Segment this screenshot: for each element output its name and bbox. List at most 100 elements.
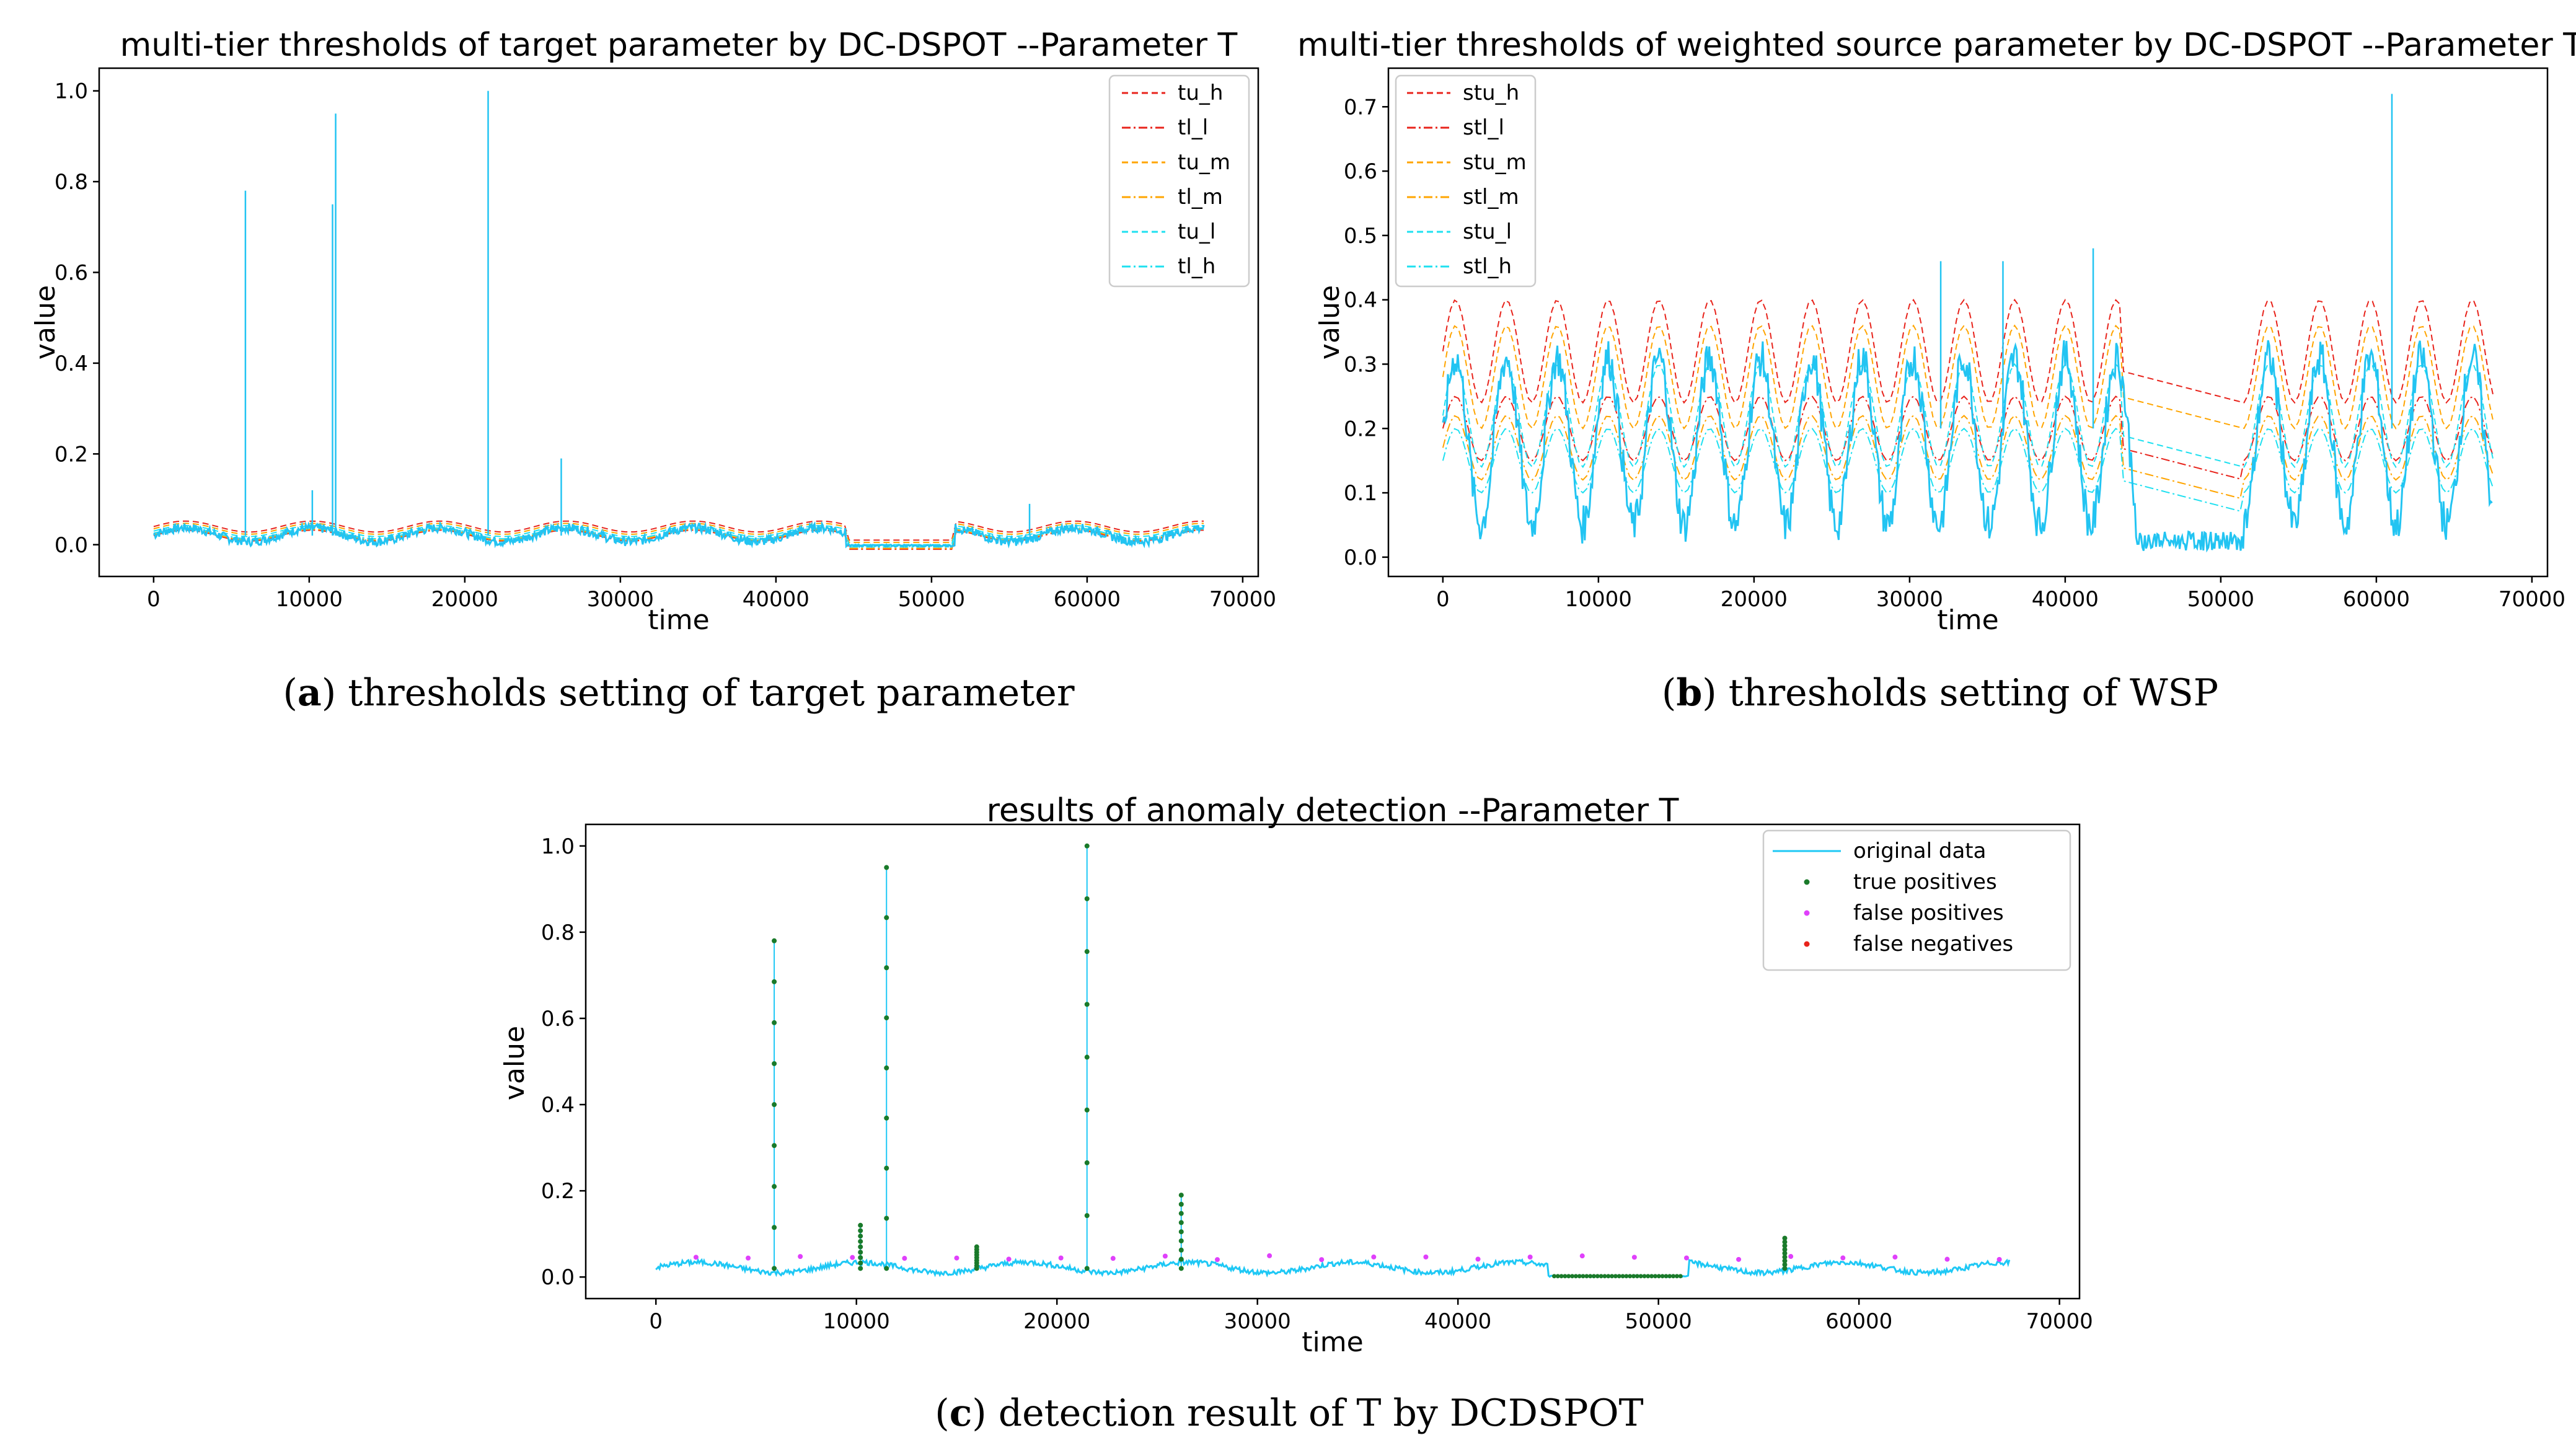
y-tick-label: 0.4: [1344, 288, 1377, 313]
threshold-line-stu_h: [1442, 298, 2494, 404]
panel-b-x-ticks: 0 10000 20000 30000 40000 50000 60000 70000: [1436, 576, 2565, 612]
x-tick-label: 60000: [1054, 587, 1121, 612]
false-positive-point: [1840, 1255, 1846, 1261]
y-tick-label: 0.1: [1344, 481, 1377, 506]
false-positive-point: [798, 1254, 803, 1260]
true-positive-point: [1782, 1247, 1788, 1252]
true-positive-point: [858, 1244, 863, 1250]
x-tick-label: 50000: [898, 587, 965, 612]
true-positive-point: [1577, 1274, 1582, 1279]
legend-entry: false positives: [1853, 901, 2004, 925]
threshold-line-tu_m: [153, 523, 1204, 544]
panel-b-caption: (b) thresholds setting of WSP: [1662, 671, 2218, 715]
true-positive-point: [772, 938, 777, 943]
panel-a-y-label: value: [30, 285, 61, 360]
true-positive-point: [884, 915, 889, 920]
panel-b-y-ticks: 0.0 0.1 0.2 0.3 0.4 0.5 0.6 0.7: [1344, 95, 1388, 570]
true-positive-point: [1782, 1258, 1788, 1264]
y-tick-label: 0.6: [55, 260, 88, 285]
true-positive-point: [1652, 1274, 1657, 1279]
x-tick-label: 40000: [743, 587, 809, 612]
legend-entry: tl_m: [1178, 185, 1223, 210]
true-positive-point: [772, 979, 777, 984]
y-tick-label: 0.0: [1344, 545, 1377, 570]
x-tick-label: 40000: [1424, 1309, 1491, 1334]
false-positive-point: [1579, 1253, 1585, 1259]
true-positive-point: [772, 1020, 777, 1025]
false-positive-point: [1996, 1256, 2002, 1262]
panel-c-axes-frame: [584, 823, 2081, 1300]
true-positive-point: [1084, 1054, 1090, 1060]
x-tick-label: 60000: [1825, 1309, 1892, 1334]
panel-c-x-ticks: 0 10000 20000 30000 40000 50000 60000 70000: [649, 1299, 2093, 1334]
true-positive-point: [1678, 1274, 1683, 1279]
true-positive-point: [1555, 1274, 1560, 1279]
panel-c-legend: original data true positives false positiv…: [1762, 829, 2071, 971]
panel-c-caption-text: detection result of T by DCDSPOT: [999, 1392, 1644, 1435]
legend-entry: original data: [1853, 839, 1986, 863]
x-tick-label: 30000: [1876, 587, 1943, 612]
panel-a-x-label: time: [648, 604, 709, 636]
x-tick-label: 20000: [431, 587, 498, 612]
legend-entry: tl_l: [1178, 115, 1208, 140]
data-trace: [1442, 340, 2493, 553]
true-positive-point: [1664, 1274, 1669, 1279]
true-positive-point: [1610, 1274, 1615, 1279]
true-positive-point: [1667, 1274, 1672, 1279]
true-positive-point: [1646, 1274, 1651, 1279]
y-tick-label: 0.3: [1344, 352, 1377, 377]
threshold-line-stu_m: [1442, 324, 2494, 430]
panel-b-legend: stu_h stl_l stu_m stl_m stu_l stl_h: [1395, 74, 1537, 288]
true-positive-point: [1084, 949, 1090, 955]
false-positive-point: [1475, 1256, 1481, 1262]
true-positive-point: [1613, 1274, 1618, 1279]
legend-entry: true positives: [1853, 870, 1997, 894]
y-tick-label: 0.6: [1344, 159, 1377, 184]
true-positive-point: [884, 1065, 889, 1070]
threshold-line-stl_h: [1442, 427, 2494, 512]
false-positive-point: [746, 1255, 751, 1261]
panel-a-legend: tu_h tl_l tu_m tl_m tu_l tl_h: [1108, 74, 1250, 288]
panel-b-caption-label: b: [1676, 671, 1702, 715]
true-positive-point: [772, 1143, 777, 1149]
false-positive-point: [1162, 1253, 1168, 1259]
true-positive-point: [1782, 1235, 1788, 1241]
legend-entry: tu_l: [1178, 219, 1215, 244]
true-positive-point: [1671, 1274, 1676, 1279]
y-tick-label: 0.0: [541, 1265, 575, 1290]
true-positive-point: [974, 1244, 979, 1250]
false-positive-point: [902, 1256, 907, 1261]
false-positive-point: [1683, 1255, 1689, 1261]
true-positive-point: [1656, 1274, 1661, 1279]
true-positive-point: [1084, 896, 1090, 901]
true-positive-point: [1570, 1274, 1575, 1279]
x-tick-label: 70000: [1209, 587, 1276, 612]
x-tick-label: 40000: [2032, 587, 2099, 612]
false-positive-point: [1892, 1255, 1898, 1260]
true-positive-point: [1624, 1274, 1629, 1279]
y-tick-label: 0.4: [55, 351, 88, 376]
threshold-line-tu_h: [153, 520, 1204, 541]
true-positive-point: [884, 1165, 889, 1171]
true-positive-point: [1178, 1266, 1184, 1271]
true-positive-point: [1178, 1220, 1184, 1225]
x-tick-label: 50000: [2187, 587, 2254, 612]
true-positive-point: [1620, 1274, 1625, 1279]
true-positive-point: [1178, 1247, 1184, 1253]
true-positive-point: [772, 1266, 777, 1271]
false-positive-point: [1214, 1257, 1220, 1263]
true-positive-point: [1084, 843, 1090, 849]
x-tick-label: 0: [649, 1309, 663, 1334]
panel-b-chart: multi-tier thresholds of weighted source…: [1297, 27, 2576, 715]
true-positive-point: [858, 1255, 863, 1260]
panel-c-y-ticks: 0.0 0.2 0.4 0.6 0.8 1.0: [541, 834, 586, 1290]
panel-a-caption-text: thresholds setting of target parameter: [348, 671, 1075, 715]
x-tick-label: 70000: [2026, 1309, 2093, 1334]
true-positive-point: [1178, 1229, 1184, 1235]
panel-a-plot-area: [152, 90, 1205, 550]
y-tick-label: 0.0: [55, 533, 88, 558]
true-positive-point: [1584, 1274, 1589, 1279]
true-positive-point: [884, 1266, 889, 1271]
panel-a-chart: multi-tier thresholds of target paramete…: [30, 27, 1276, 715]
true-positive-point: [1660, 1274, 1665, 1279]
